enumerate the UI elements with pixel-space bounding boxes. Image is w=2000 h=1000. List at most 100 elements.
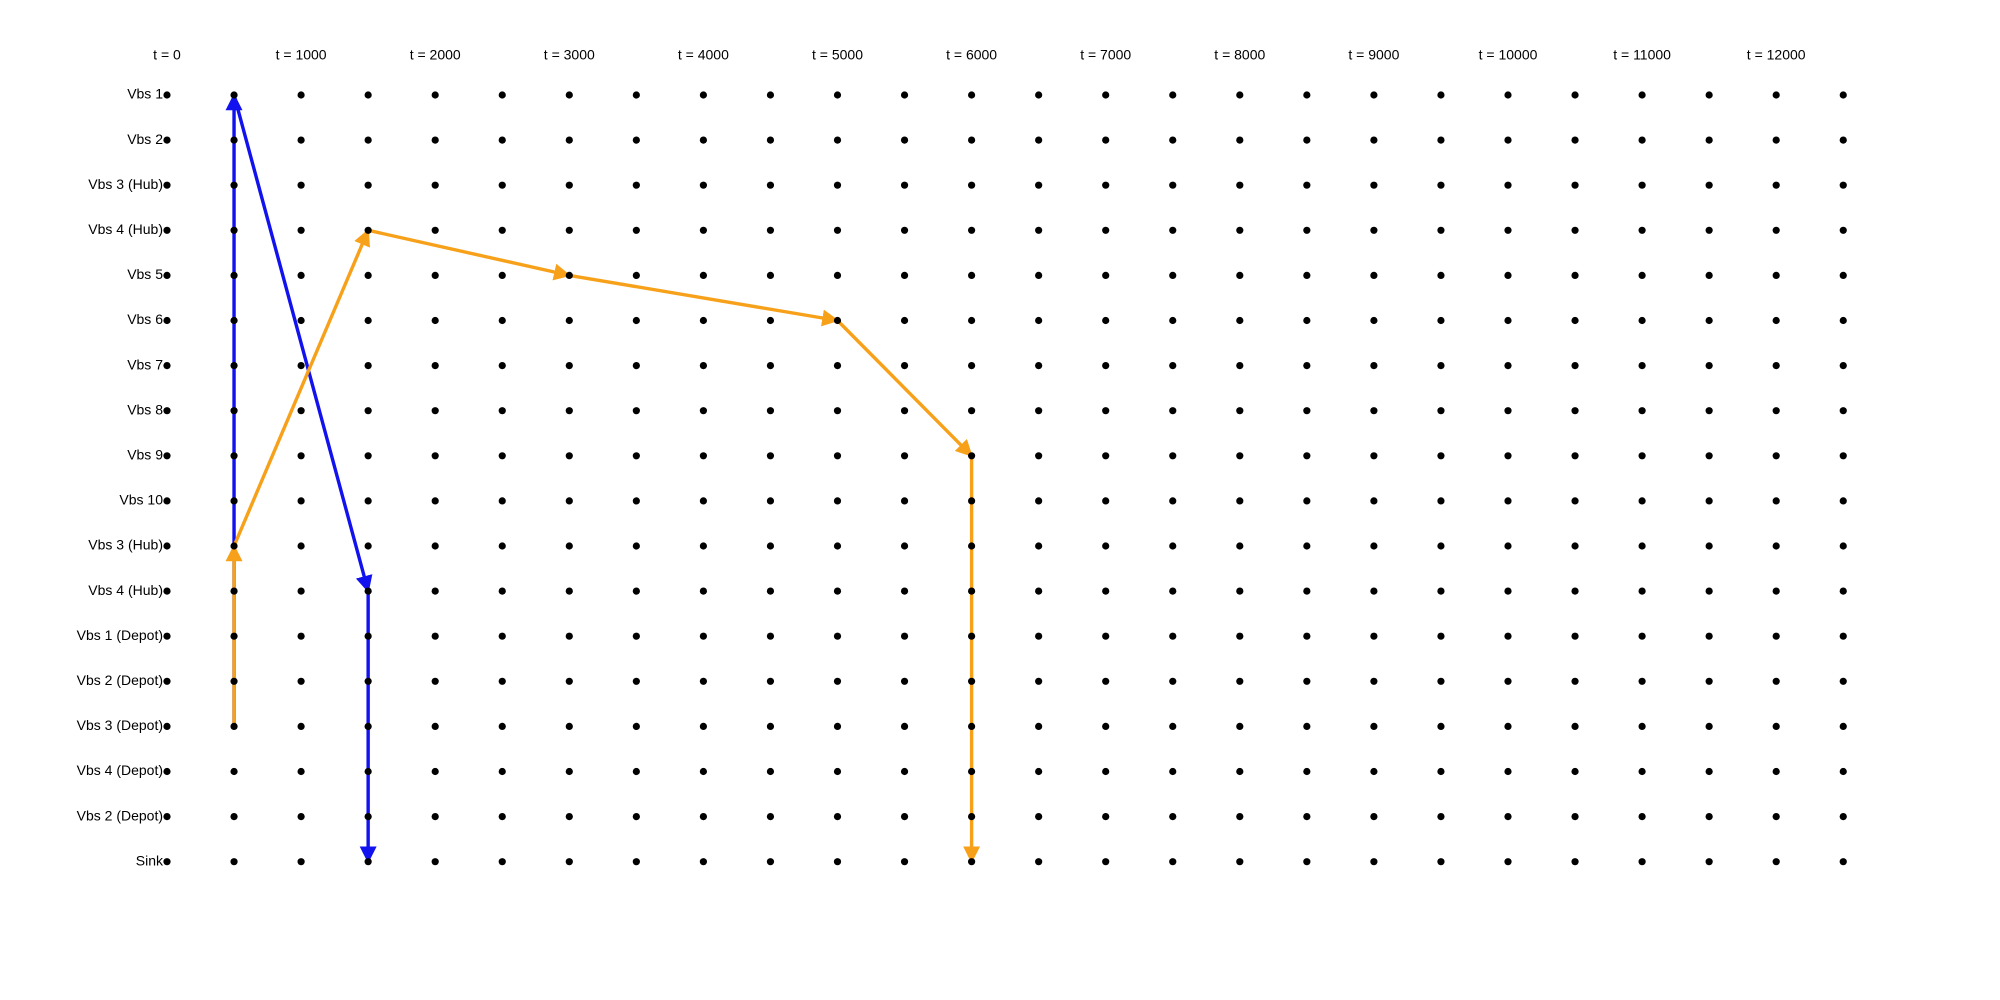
node-dot xyxy=(1102,497,1110,505)
node-dot xyxy=(1102,271,1110,279)
node-dot xyxy=(1839,858,1847,866)
node-dot xyxy=(1236,677,1244,685)
node-dot xyxy=(230,91,238,99)
node-dot xyxy=(833,542,842,550)
node-dot xyxy=(364,271,372,279)
node-dot xyxy=(163,452,171,460)
node-dot xyxy=(1772,858,1780,866)
node-dot xyxy=(1705,813,1713,821)
node-dot xyxy=(498,858,506,866)
node-dot xyxy=(1236,858,1244,866)
node-dot xyxy=(766,767,775,776)
node-dot xyxy=(1370,858,1378,866)
node-dot xyxy=(431,767,439,776)
node-dot xyxy=(364,677,372,685)
node-dot xyxy=(968,91,976,99)
node-dot xyxy=(1035,632,1043,640)
node-dot xyxy=(163,632,171,640)
node-dot xyxy=(1035,362,1043,370)
time-label: t = 4000 xyxy=(678,47,729,63)
node-dot xyxy=(297,767,305,776)
node-dot xyxy=(297,316,305,325)
node-dot xyxy=(498,316,506,325)
node-dot xyxy=(632,767,640,776)
node-dot xyxy=(968,858,976,866)
node-dot xyxy=(699,632,708,640)
node-dot xyxy=(230,316,238,325)
node-dot xyxy=(230,497,238,505)
node-dot xyxy=(699,858,708,866)
node-dot xyxy=(431,632,439,640)
node-dot xyxy=(1571,497,1579,505)
node-dot xyxy=(364,407,372,415)
node-dot xyxy=(1035,767,1043,776)
orange-path-edge xyxy=(366,228,571,281)
node-dot xyxy=(900,181,909,189)
node-dot xyxy=(766,407,775,415)
node-dot xyxy=(1370,136,1378,144)
node-dot xyxy=(1571,362,1579,370)
node-dot xyxy=(364,767,372,776)
node-dot xyxy=(565,271,573,279)
node-dot xyxy=(1303,767,1311,776)
node-dot xyxy=(1504,587,1512,595)
node-dot xyxy=(431,407,439,415)
node-dot xyxy=(1303,813,1311,821)
node-dot xyxy=(1571,767,1579,776)
node-dot xyxy=(1370,587,1378,595)
node-dot xyxy=(364,813,372,821)
node-dot xyxy=(1571,181,1579,189)
node-dot xyxy=(1035,91,1043,99)
row-label: Vbs 4 (Depot) xyxy=(77,762,163,778)
node-dot xyxy=(1638,722,1646,731)
node-dot xyxy=(1705,407,1713,415)
node-dot xyxy=(498,677,506,685)
node-dot xyxy=(565,181,573,189)
node-dot xyxy=(968,813,976,821)
node-dot xyxy=(364,858,372,866)
time-label: t = 6000 xyxy=(946,47,997,63)
node-dot xyxy=(900,452,909,460)
node-dot xyxy=(833,91,842,99)
node-dot xyxy=(1102,813,1110,821)
node-dot xyxy=(1169,813,1177,821)
node-dot xyxy=(1571,452,1579,460)
node-dot xyxy=(1102,181,1110,189)
node-dot xyxy=(1303,497,1311,505)
node-dot xyxy=(1839,813,1847,821)
node-dot xyxy=(163,542,171,550)
node-dot xyxy=(1504,542,1512,550)
node-dot xyxy=(1839,316,1847,325)
node-dot xyxy=(766,497,775,505)
node-dot xyxy=(1504,226,1512,234)
node-dot xyxy=(1437,587,1445,595)
node-dot xyxy=(968,497,976,505)
node-dot xyxy=(1236,767,1244,776)
orange-path-edge xyxy=(232,228,370,548)
node-dot xyxy=(968,767,976,776)
node-dot xyxy=(900,497,909,505)
node-dot xyxy=(833,316,842,325)
node-dot xyxy=(1236,632,1244,640)
node-dot xyxy=(1504,136,1512,144)
node-dot xyxy=(1638,136,1646,144)
node-dot xyxy=(699,136,708,144)
node-dot xyxy=(297,722,305,731)
node-dot xyxy=(968,407,976,415)
node-dot xyxy=(1772,136,1780,144)
node-dot xyxy=(1370,316,1378,325)
node-dot xyxy=(1638,226,1646,234)
node-dot xyxy=(766,858,775,866)
node-dot xyxy=(699,452,708,460)
node-dot xyxy=(431,858,439,866)
node-dot xyxy=(1772,271,1780,279)
node-dot xyxy=(1705,316,1713,325)
node-dot xyxy=(766,722,775,731)
row-label: Vbs 3 (Depot) xyxy=(77,717,163,733)
node-dot xyxy=(1839,226,1847,234)
node-dot xyxy=(766,452,775,460)
node-dot xyxy=(1035,226,1043,234)
node-dot xyxy=(297,858,305,866)
node-dot xyxy=(1504,677,1512,685)
time-label: t = 2000 xyxy=(410,47,461,63)
